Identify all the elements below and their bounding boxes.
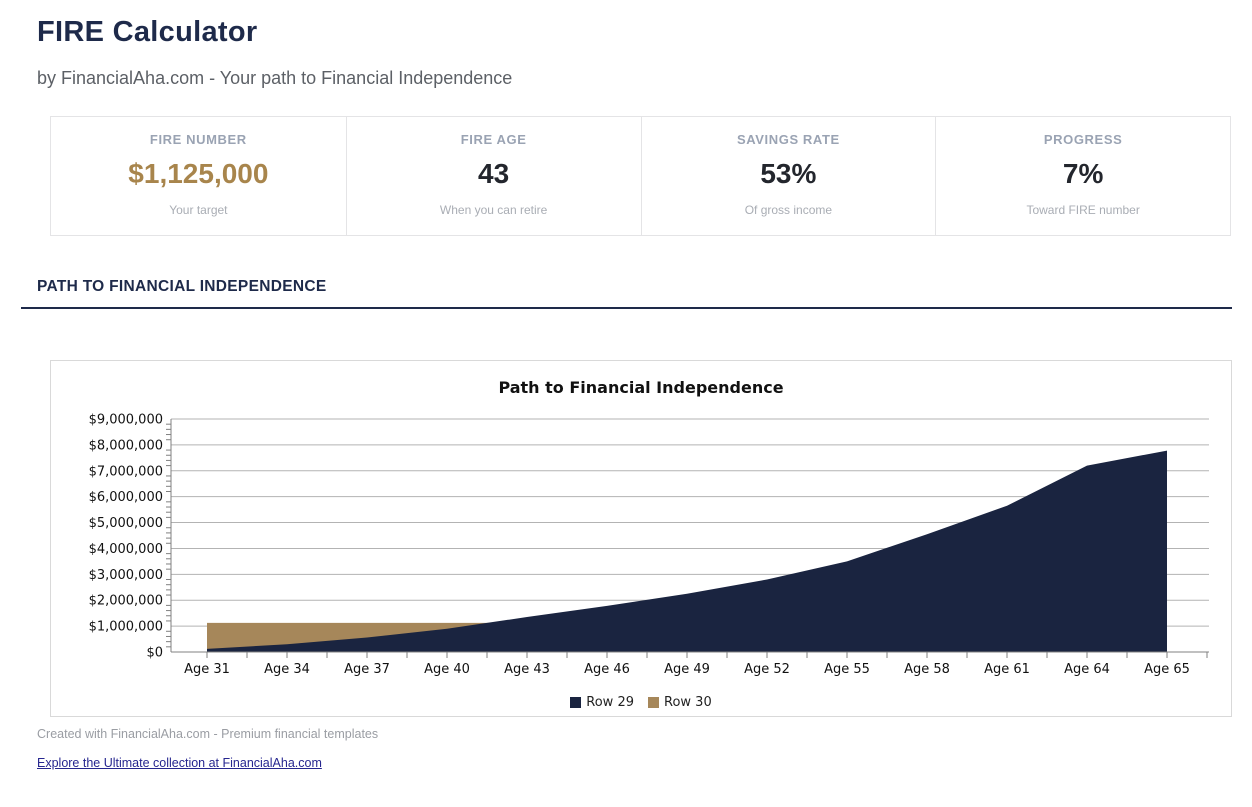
legend-item-row-30: Row 30 [648,695,712,710]
x-axis-tick-label: Age 43 [504,662,550,677]
stats-summary-bar: FIRE NUMBER $1,125,000 Your target FIRE … [50,116,1231,236]
stat-label: FIRE AGE [460,132,527,147]
y-axis-tick-label: $6,000,000 [89,490,163,505]
legend-swatch [648,697,659,708]
legend-swatch [570,697,582,708]
stat-subtext: Your target [169,203,228,217]
footer-collection-link[interactable]: Explore the Ultimate collection at Finan… [37,756,322,770]
area-series-row-29 [207,450,1167,652]
stat-value: 43 [478,158,510,189]
legend-label: Row 30 [664,695,712,710]
chart-legend: Row 29 Row 30 [51,695,1231,710]
section-divider [21,307,1232,309]
y-axis-tick-label: $3,000,000 [89,568,163,583]
page-title: FIRE Calculator [37,16,258,48]
y-axis-tick-label: $8,000,000 [89,438,163,453]
y-axis-tick-label: $7,000,000 [89,464,163,479]
stat-subtext: Toward FIRE number [1026,203,1140,217]
x-axis-tick-label: Age 31 [184,662,230,677]
legend-label: Row 29 [586,695,634,710]
y-axis-tick-label: $4,000,000 [89,542,163,557]
stat-subtext: Of gross income [744,203,833,217]
stat-label: FIRE NUMBER [149,132,247,147]
x-axis-tick-label: Age 34 [264,662,310,677]
fire-chart-svg: $9,000,000 $8,000,000 $7,000,000 $6,000,000… [89,413,1209,677]
y-axis-tick-label: $9,000,000 [89,413,163,428]
x-axis-tick-label: Age 40 [424,662,470,677]
x-axis-tick-label: Age 65 [1144,662,1190,677]
chart-plot-area: $9,000,000 $8,000,000 $7,000,000 $6,000,000… [51,405,1231,682]
x-axis-tick-label: Age 64 [1064,662,1110,677]
x-axis-tick-label: Age 37 [344,662,390,677]
chart-title: Path to Financial Independence [498,378,784,397]
x-axis-tick-label: Age 61 [984,662,1030,677]
stat-label: SAVINGS RATE [736,132,840,147]
stat-card-fire-number: FIRE NUMBER $1,125,000 Your target [51,117,346,235]
stat-card-savings-rate: SAVINGS RATE 53% Of gross income [640,117,936,235]
stat-value: 7% [1062,158,1104,189]
x-axis-tick-label: Age 46 [584,662,630,677]
y-axis-tick-label: $1,000,000 [89,620,163,635]
page-subtitle: by FinancialAha.com - Your path to Finan… [37,68,513,88]
stat-value: $1,125,000 [128,158,269,189]
stat-label: PROGRESS [1043,132,1123,147]
stat-card-progress: PROGRESS 7% Toward FIRE number [935,117,1230,235]
stat-card-fire-age: FIRE AGE 43 When you can retire [345,117,641,235]
y-axis-tick-label: $0 [146,646,163,661]
y-axis-tick-label: $2,000,000 [89,594,163,609]
y-axis-tick-label: $5,000,000 [89,516,163,531]
x-axis-tick-label: Age 52 [744,662,790,677]
chart-card: Path to Financial Independence $9,000,00… [50,360,1232,717]
x-axis-tick-label: Age 58 [904,662,950,677]
x-axis-tick-label: Age 49 [664,662,710,677]
x-axis-tick-label: Age 55 [824,662,870,677]
stat-value: 53% [760,158,817,189]
footer-credit: Created with FinancialAha.com - Premium … [37,727,379,741]
legend-item-row-29: Row 29 [570,695,634,710]
stat-subtext: When you can retire [439,203,548,217]
section-title: PATH TO FINANCIAL INDEPENDENCE [37,278,327,295]
